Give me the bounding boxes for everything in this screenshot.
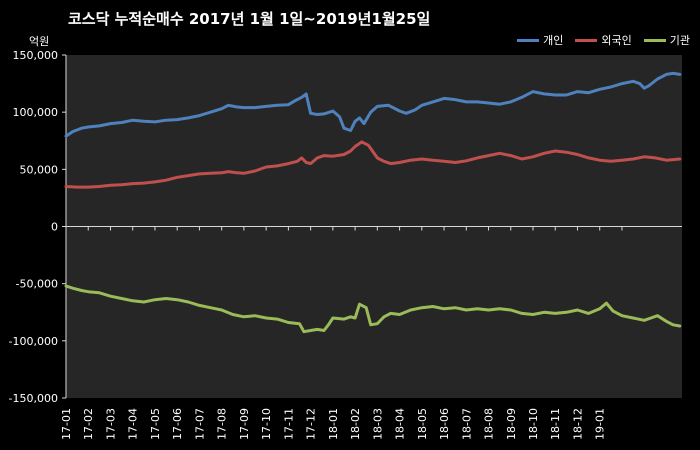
legend-item-foreigner: 외국인: [575, 32, 632, 48]
x-tick-label: 17-01: [60, 408, 73, 440]
x-tick-label: 17-03: [104, 408, 117, 440]
series-line-foreigner: [64, 140, 682, 189]
y-tick-label: 150,000: [13, 49, 59, 62]
x-tick-label: 18-04: [394, 408, 407, 440]
x-tick-label: 18-09: [505, 408, 518, 440]
x-tick-label: 17-06: [171, 408, 184, 440]
x-tick-label: 17-12: [305, 408, 318, 440]
y-tick-label: 50,000: [20, 163, 59, 176]
legend-swatch-individual: [517, 38, 540, 42]
x-tick-label: 18-11: [549, 408, 562, 440]
x-tick-label: 19-01: [594, 408, 607, 440]
x-tick-label: 18-01: [327, 408, 340, 440]
x-tick-label: 18-05: [416, 408, 429, 440]
x-tick-label: 18-03: [371, 408, 384, 440]
y-axis-unit-label: 억원: [29, 35, 50, 48]
y-tick-label: -100,000: [9, 335, 58, 348]
legend-label-institution: 기관: [669, 34, 690, 47]
x-tick-label: 17-09: [238, 408, 251, 440]
legend-item-institution: 기관: [643, 32, 690, 48]
legend-swatch-foreigner: [575, 38, 598, 42]
x-tick-label: 17-04: [127, 408, 140, 440]
legend: 개인 외국인 기관: [517, 32, 690, 48]
x-tick-label: 18-02: [349, 408, 362, 440]
y-tick-label: 0: [51, 221, 58, 234]
x-tick-label: 18-12: [571, 408, 584, 440]
series-line-individual: [64, 71, 682, 138]
y-tick-label: -150,000: [9, 392, 58, 405]
legend-label-foreigner: 외국인: [601, 34, 632, 47]
x-tick-label: 17-08: [216, 408, 229, 440]
x-tick-label: 17-07: [193, 408, 206, 440]
y-tick-label: -50,000: [16, 278, 58, 291]
legend-swatch-institution: [643, 38, 666, 42]
x-tick-label: 18-10: [527, 408, 540, 440]
legend-label-individual: 개인: [543, 34, 564, 47]
x-tick-label: 18-07: [460, 408, 473, 440]
x-tick-label: 18-08: [483, 408, 496, 440]
x-tick-label: 18-06: [438, 408, 451, 440]
x-tick-label: 17-11: [282, 408, 295, 440]
series-line-institution: [64, 284, 682, 334]
x-tick-label: 17-10: [260, 408, 273, 440]
y-tick-label: 100,000: [13, 106, 59, 119]
chart-title: 코스닥 누적순매수 2017년 1월 1일~2019년1월25일: [68, 10, 431, 28]
x-tick-label: 17-05: [149, 408, 162, 440]
x-tick-label: 17-02: [82, 408, 95, 440]
legend-item-individual: 개인: [517, 32, 563, 48]
